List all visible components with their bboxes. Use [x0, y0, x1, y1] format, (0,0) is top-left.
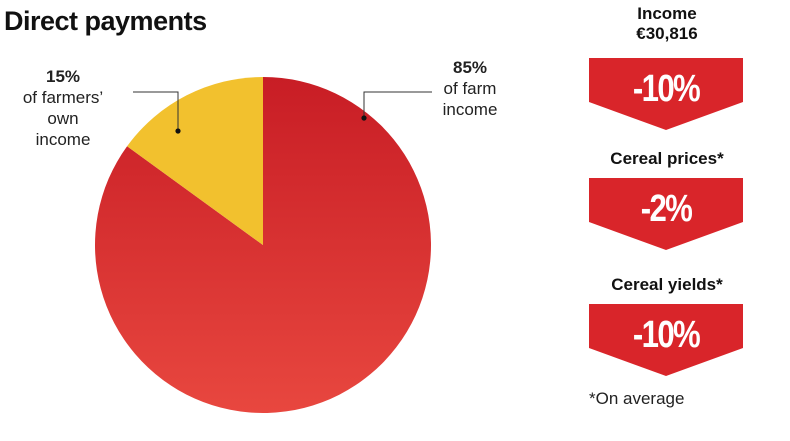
cereal-yields-change-banner: -10% — [589, 304, 743, 376]
farmers-own-label: 15% of farmers’ own income — [8, 66, 118, 150]
footnote: *On average — [589, 389, 685, 408]
farm-income-leader-line — [363, 91, 432, 118]
income-change-value: -10% — [632, 68, 701, 110]
farm-income-leader-dot — [361, 115, 367, 121]
income-heading-amount: €30,816 — [636, 24, 698, 43]
cereal-prices-heading-title: Cereal prices* — [610, 149, 724, 168]
banner-arrow-shape — [589, 304, 743, 376]
page-title: Direct payments — [4, 6, 207, 36]
cereal-yields-change-value: -10% — [632, 314, 701, 356]
cereal-prices-heading: Cereal prices* — [582, 149, 752, 169]
farmers-own-percent: 15% — [45, 67, 81, 86]
pie-slice-farmers-own — [127, 77, 263, 245]
cereal-yields-heading-title: Cereal yields* — [611, 275, 723, 294]
income-heading-title: Income — [637, 4, 697, 23]
income-change-banner: -10% — [589, 58, 743, 130]
cereal-prices-change-banner: -2% — [589, 178, 743, 250]
farmers-own-leader-dot — [175, 128, 181, 134]
banner-arrow-shape — [589, 58, 743, 130]
farmers-own-description: of farmers’ own income — [22, 88, 104, 149]
farm-income-description: of farm income — [442, 79, 498, 119]
farm-income-label: 85% of farm income — [430, 57, 510, 120]
farmers-own-leader-line — [133, 91, 179, 131]
cereal-yields-heading: Cereal yields* — [582, 275, 752, 295]
income-heading: Income €30,816 — [582, 4, 752, 44]
cereal-prices-change-value: -2% — [640, 188, 693, 230]
banner-arrow-shape — [589, 178, 743, 250]
farm-income-percent: 85% — [452, 58, 488, 77]
